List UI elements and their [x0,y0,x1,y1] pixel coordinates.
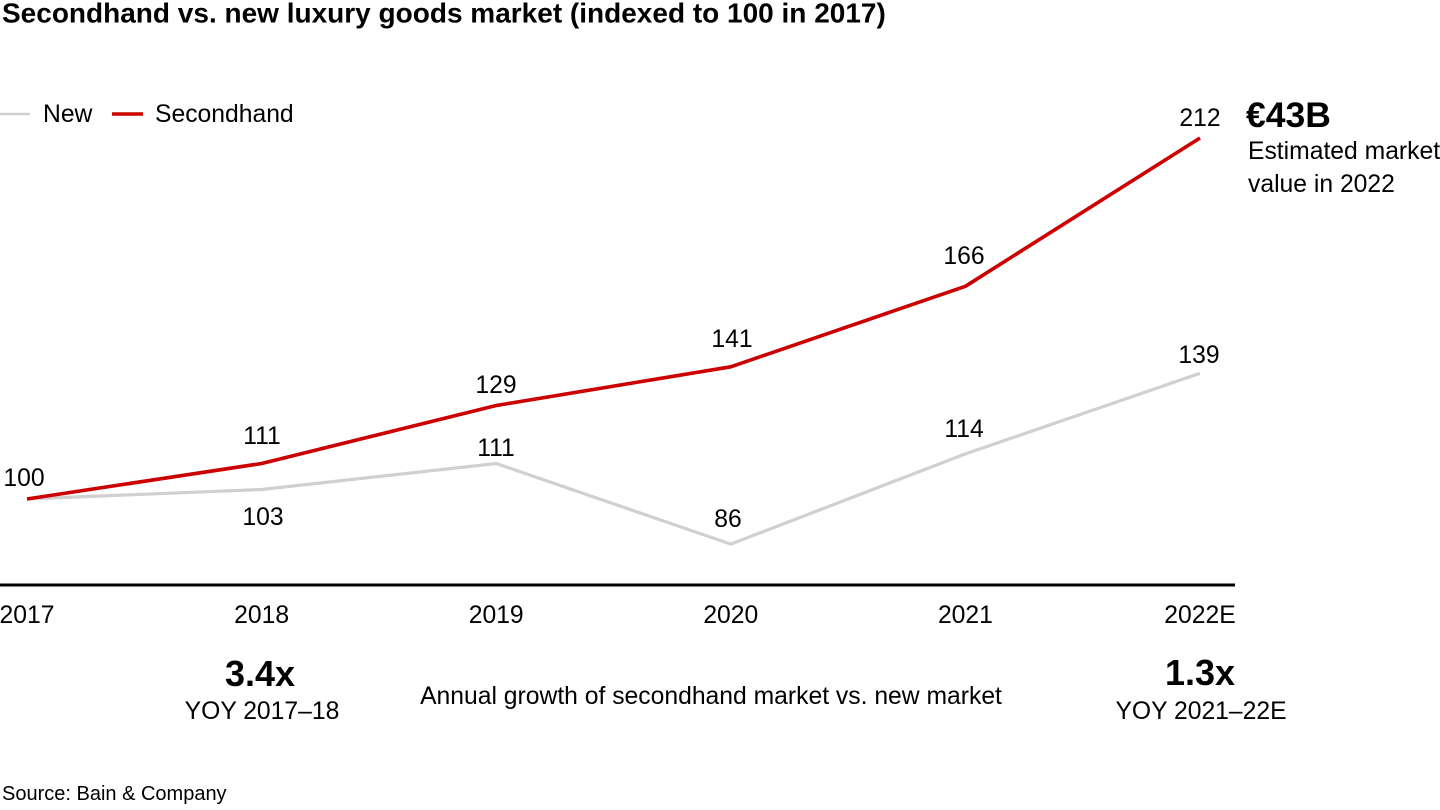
svg-text:3.4x: 3.4x [225,653,295,694]
svg-text:Source: Bain & Company: Source: Bain & Company [2,783,227,805]
svg-text:111: 111 [477,435,515,462]
svg-text:100: 100 [3,465,44,492]
svg-text:value in 2022: value in 2022 [1248,171,1395,198]
svg-text:1.3x: 1.3x [1165,652,1235,693]
svg-text:2020: 2020 [703,602,758,629]
svg-text:YOY 2017–18: YOY 2017–18 [185,698,340,725]
svg-text:Estimated market: Estimated market [1248,138,1440,165]
svg-text:86: 86 [714,506,741,533]
svg-text:Secondhand: Secondhand [155,101,294,128]
svg-text:2021: 2021 [938,602,993,629]
svg-text:Annual growth of secondhand ma: Annual growth of secondhand market vs. n… [420,683,1002,710]
svg-text:2018: 2018 [234,602,289,629]
svg-text:166: 166 [943,243,984,270]
svg-text:114: 114 [944,416,983,443]
svg-text:129: 129 [475,372,516,399]
svg-text:YOY 2021–22E: YOY 2021–22E [1115,698,1286,725]
svg-text:€43B: €43B [1246,95,1331,135]
svg-text:New: New [43,101,93,128]
svg-text:2017: 2017 [0,602,54,629]
svg-text:111: 111 [243,423,281,450]
svg-text:141: 141 [711,326,752,353]
svg-text:2022E: 2022E [1164,602,1235,629]
svg-text:Secondhand vs. new luxury good: Secondhand vs. new luxury goods market (… [2,0,886,29]
svg-text:103: 103 [242,504,283,531]
svg-text:139: 139 [1178,342,1219,369]
svg-text:212: 212 [1179,105,1220,132]
svg-text:2019: 2019 [469,602,524,629]
